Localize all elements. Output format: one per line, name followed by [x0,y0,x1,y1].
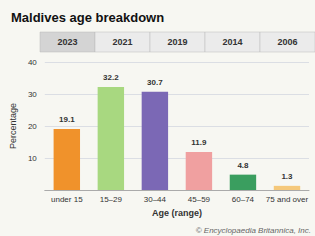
svg-text:19.1: 19.1 [59,115,75,124]
svg-text:10: 10 [28,154,37,163]
svg-text:75 and over: 75 and over [266,195,309,204]
svg-text:1.3: 1.3 [281,172,293,181]
svg-text:30: 30 [28,90,37,99]
svg-text:2006: 2006 [277,37,297,47]
svg-text:2014: 2014 [222,37,242,47]
svg-text:32.2: 32.2 [103,73,119,82]
svg-text:60–74: 60–74 [232,195,255,204]
svg-text:2019: 2019 [167,37,187,47]
svg-text:2021: 2021 [112,37,132,47]
svg-text:15–29: 15–29 [100,195,123,204]
svg-text:© Encyclopaedia Britannica, In: © Encyclopaedia Britannica, Inc. [196,226,311,235]
svg-text:4.8: 4.8 [237,161,249,170]
svg-text:Age (range): Age (range) [152,208,202,218]
svg-text:45–59: 45–59 [188,195,211,204]
svg-text:2023: 2023 [57,37,77,47]
svg-text:Percentage: Percentage [8,103,18,149]
svg-text:20: 20 [28,122,37,131]
svg-text:30.7: 30.7 [147,78,163,87]
svg-text:under 15: under 15 [51,195,83,204]
svg-text:40: 40 [28,58,37,67]
svg-text:Maldives age breakdown: Maldives age breakdown [11,10,164,25]
svg-text:30–44: 30–44 [144,195,167,204]
svg-text:11.9: 11.9 [191,138,207,147]
